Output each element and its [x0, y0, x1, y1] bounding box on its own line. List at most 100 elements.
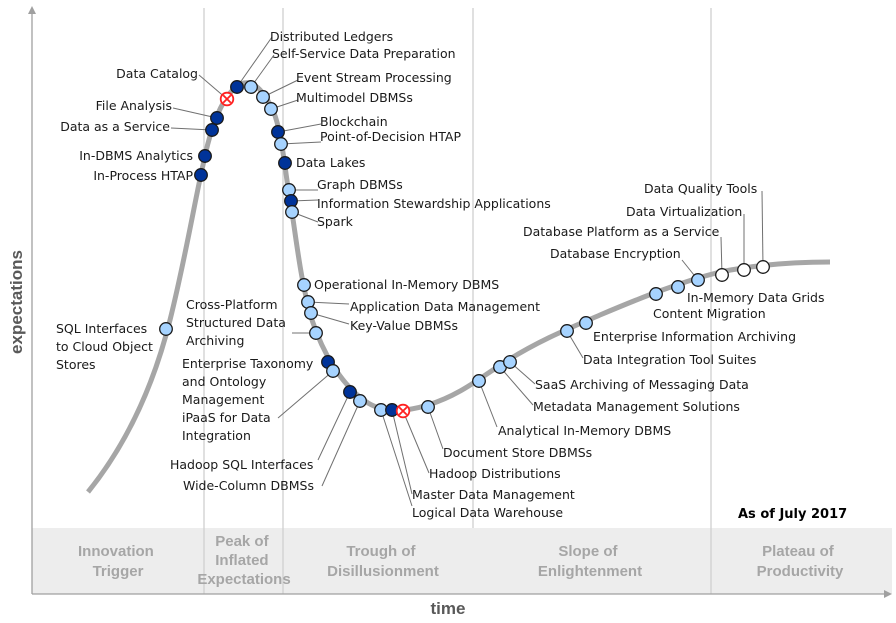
phase-line: Disillusionment: [327, 563, 439, 580]
phase-line: Plateau of: [762, 543, 835, 560]
label-line: iPaaS for Data: [182, 410, 271, 425]
phase-line: Enlightenment: [538, 563, 642, 580]
label-line: File Analysis: [96, 98, 172, 113]
label-line: Data Lakes: [296, 155, 365, 170]
marker-point-of-decision-htap: [274, 137, 288, 151]
marker-in-process-htap: [194, 168, 208, 182]
label-spark: Spark: [317, 214, 354, 229]
label-line: Key-Value DBMSs: [350, 318, 458, 333]
marker-wide-column-dbmss: [353, 394, 367, 408]
label-hadoop-sql-interfaces: Hadoop SQL Interfaces: [170, 457, 313, 472]
label-line: Data Virtualization: [626, 204, 742, 219]
label-line: Information Stewardship Applications: [317, 196, 551, 211]
label-document-store-dbmss: Document Store DBMSs: [443, 445, 592, 460]
technology-labels: SQL Interfaces to Cloud Object Stores In-Pr…: [56, 29, 825, 520]
label-line: Database Platform as a Service: [523, 224, 720, 239]
label-file-analysis: File Analysis: [96, 98, 172, 113]
label-line: SQL Interfaces: [56, 321, 147, 336]
label-line: Enterprise Taxonomy: [182, 356, 314, 371]
marker-sql-interfaces-to-cloud-object-stores: [159, 322, 173, 336]
label-event-stream-processing: Event Stream Processing: [296, 70, 452, 85]
marker-document-store-dbmss: [421, 400, 435, 414]
label-master-data-management: Master Data Management: [412, 487, 575, 502]
label-in-memory-data-grids: In-Memory Data Grids: [687, 290, 825, 305]
label-line: In-Memory Data Grids: [687, 290, 825, 305]
phase-slope: Slope of Enlightenment: [538, 543, 642, 580]
label-line: Hadoop SQL Interfaces: [170, 457, 313, 472]
label-data-catalog: Data Catalog: [116, 66, 198, 81]
as-of-date: As of July 2017: [738, 507, 847, 522]
label-distributed-ledgers: Distributed Ledgers: [270, 29, 393, 44]
label-line: Management: [182, 392, 264, 407]
marker-blockchain: [271, 125, 285, 139]
label-data-quality-tools: Data Quality Tools: [644, 181, 757, 196]
label-data-virtualization: Data Virtualization: [626, 204, 742, 219]
y-axis-arrow: [28, 6, 36, 14]
label-line: Multimodel DBMSs: [296, 90, 413, 105]
label-line: Event Stream Processing: [296, 70, 452, 85]
phase-line: Inflated: [215, 552, 268, 569]
phase-line: Slope of: [558, 543, 618, 560]
label-line: and Ontology: [182, 374, 267, 389]
marker-file-analysis: [210, 111, 224, 125]
label-line: In-DBMS Analytics: [79, 148, 193, 163]
label-data-lakes: Data Lakes: [296, 155, 365, 170]
phase-dividers: [203, 8, 712, 594]
label-graph-dbmss: Graph DBMSs: [317, 177, 403, 192]
label-line: Logical Data Warehouse: [412, 505, 563, 520]
marker-data-quality-tools: [756, 260, 770, 274]
marker-saas-archiving-of-messaging-data: [503, 355, 517, 369]
leader-line-analytical-in-memory-dbms: [478, 380, 498, 428]
label-sql-interfaces-to-cloud-object-stores: SQL Interfaces to Cloud Object Stores: [56, 321, 153, 372]
label-in-process-htap: In-Process HTAP: [93, 168, 193, 183]
phase-peak: Peak of Inflated Expectations: [197, 533, 290, 588]
leader-line-ipaas-for-data-integration: [277, 370, 334, 419]
marker-multimodel-dbmss: [264, 102, 278, 116]
phase-innovation-trigger: Innovation Trigger: [78, 543, 158, 580]
leader-line-hadoop-distributions: [402, 410, 430, 474]
leader-line-hadoop-sql-interfaces: [317, 391, 351, 461]
leader-line-logical-data-warehouse: [380, 409, 413, 507]
marker-in-memory-data-grids: [671, 280, 685, 294]
label-self-service-data-preparation: Self-Service Data Preparation: [272, 46, 456, 61]
label-line: In-Process HTAP: [93, 168, 193, 183]
marker-database-encryption: [691, 273, 705, 287]
label-line: Data Integration Tool Suites: [583, 352, 756, 367]
phase-line: Trough of: [346, 543, 416, 560]
marker-data-as-a-service: [205, 123, 219, 137]
label-line: Blockchain: [320, 114, 388, 129]
label-line: to Cloud Object: [56, 339, 153, 354]
label-point-of-decision-htap: Point-of-Decision HTAP: [320, 129, 461, 144]
label-line: Content Migration: [653, 306, 766, 321]
phase-line: Innovation: [78, 543, 154, 560]
label-blockchain: Blockchain: [320, 114, 388, 129]
phase-line: Expectations: [197, 571, 290, 588]
marker-data-virtualization: [737, 263, 751, 277]
leader-line-wide-column-dbmss: [321, 400, 361, 487]
label-data-integration-tool-suites: Data Integration Tool Suites: [583, 352, 756, 367]
marker-analytical-in-memory-dbms: [472, 374, 486, 388]
label-metadata-management-solutions: Metadata Management Solutions: [533, 399, 740, 414]
label-information-stewardship-applications: Information Stewardship Applications: [317, 196, 551, 211]
label-hadoop-distributions: Hadoop Distributions: [429, 466, 561, 481]
leader-line-file-analysis: [172, 107, 218, 119]
marker-event-stream-processing: [256, 90, 270, 104]
label-data-as-a-service: Data as a Service: [60, 119, 170, 134]
label-multimodel-dbmss: Multimodel DBMSs: [296, 90, 413, 105]
leader-line-metadata-management-solutions: [499, 366, 534, 406]
marker-distributed-ledgers: [230, 80, 244, 94]
label-line: Structured Data: [186, 315, 286, 330]
label-line: Document Store DBMSs: [443, 445, 592, 460]
label-database-encryption: Database Encryption: [550, 246, 681, 261]
label-line: Metadata Management Solutions: [533, 399, 740, 414]
obsolete-x-icon: [222, 94, 232, 104]
marker-database-platform-as-a-service: [715, 268, 729, 282]
label-line: Master Data Management: [412, 487, 575, 502]
phase-line: Peak of: [215, 533, 269, 550]
technology-markers: [159, 80, 770, 419]
marker-data-lakes: [278, 156, 292, 170]
label-line: Spark: [317, 214, 354, 229]
obsolete-x-icon: [398, 406, 408, 416]
label-line: Data Quality Tools: [644, 181, 757, 196]
